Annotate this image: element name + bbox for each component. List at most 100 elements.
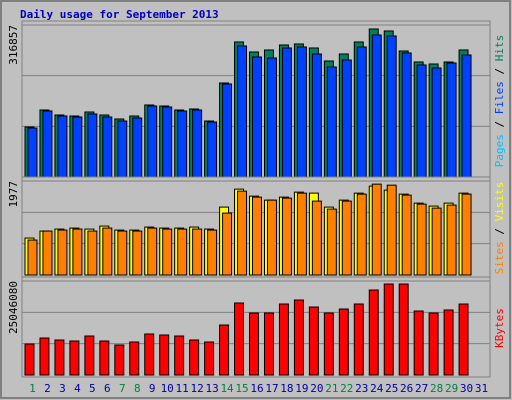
bar bbox=[356, 193, 367, 276]
bar bbox=[69, 340, 80, 376]
x-tick-label: 3 bbox=[59, 382, 66, 395]
bar bbox=[27, 239, 38, 276]
bar bbox=[207, 121, 218, 178]
bar bbox=[189, 339, 200, 376]
bar bbox=[368, 289, 379, 376]
bar bbox=[293, 299, 304, 376]
x-tick-label: 27 bbox=[415, 382, 428, 395]
bar bbox=[237, 190, 248, 276]
x-tick-label: 11 bbox=[176, 382, 189, 395]
bar bbox=[278, 303, 289, 376]
x-tick-label: 2 bbox=[44, 382, 51, 395]
bar bbox=[446, 204, 457, 276]
bar bbox=[39, 337, 50, 376]
bar bbox=[252, 196, 262, 276]
bar bbox=[54, 339, 65, 376]
legend-entry: KBytes bbox=[493, 308, 506, 348]
bar bbox=[222, 212, 233, 276]
y-tick-label: 25046080 bbox=[7, 281, 20, 334]
x-tick-label: 18 bbox=[280, 382, 293, 395]
bar bbox=[263, 312, 274, 376]
bar bbox=[117, 120, 128, 178]
bar bbox=[296, 46, 307, 178]
bar bbox=[87, 230, 98, 276]
bar bbox=[296, 192, 307, 276]
bar bbox=[237, 45, 248, 178]
bar bbox=[57, 115, 68, 178]
x-tick-label: 1 bbox=[29, 382, 36, 395]
bar bbox=[341, 200, 352, 276]
bar bbox=[428, 312, 439, 376]
bar bbox=[416, 203, 427, 276]
bar bbox=[147, 105, 158, 178]
bar bbox=[308, 306, 319, 376]
legend-entry: Sites bbox=[493, 241, 506, 274]
bar bbox=[102, 116, 113, 178]
bar bbox=[401, 194, 412, 276]
bar bbox=[338, 308, 349, 376]
legend-separator: / bbox=[493, 221, 506, 241]
x-tick-label: 5 bbox=[89, 382, 96, 395]
bar bbox=[431, 207, 442, 276]
bar bbox=[159, 334, 170, 376]
legend-entry: Pages bbox=[493, 134, 506, 167]
legend: Sites / Visits bbox=[493, 182, 506, 275]
bar bbox=[371, 183, 382, 276]
bar bbox=[281, 47, 292, 178]
y-tick-label: 1977 bbox=[7, 181, 20, 208]
bar bbox=[219, 324, 230, 376]
x-tick-label: 29 bbox=[445, 382, 458, 395]
x-tick-label: 12 bbox=[191, 382, 204, 395]
bar bbox=[401, 52, 412, 178]
bar bbox=[144, 333, 155, 376]
x-tick-label: 20 bbox=[310, 382, 323, 395]
bar bbox=[147, 227, 158, 276]
bar bbox=[353, 303, 364, 376]
bar bbox=[42, 230, 53, 276]
bar bbox=[431, 67, 442, 178]
bar bbox=[102, 227, 113, 276]
bar bbox=[416, 64, 427, 178]
bar bbox=[192, 109, 203, 178]
bar bbox=[27, 127, 38, 178]
x-tick-label: 6 bbox=[104, 382, 111, 395]
bar bbox=[413, 310, 424, 376]
bar bbox=[132, 230, 143, 276]
bar bbox=[117, 230, 128, 276]
x-tick-label: 24 bbox=[370, 382, 384, 395]
bar bbox=[266, 199, 277, 276]
bar bbox=[443, 309, 454, 376]
x-tick-label: 8 bbox=[134, 382, 141, 395]
bar bbox=[323, 312, 334, 376]
x-tick-label: 14 bbox=[220, 382, 234, 395]
bar bbox=[383, 283, 394, 376]
bar bbox=[129, 341, 140, 376]
x-tick-label: 30 bbox=[460, 382, 473, 395]
bar bbox=[177, 110, 188, 178]
legend: KBytes bbox=[493, 308, 506, 348]
bar bbox=[326, 208, 337, 276]
bar bbox=[446, 62, 457, 178]
bar bbox=[461, 54, 472, 178]
bar bbox=[386, 184, 397, 276]
legend-entry: Visits bbox=[493, 182, 506, 222]
x-tick-label: 21 bbox=[325, 382, 338, 395]
bar bbox=[311, 200, 322, 276]
bar bbox=[326, 66, 337, 178]
bar bbox=[207, 229, 218, 276]
bar bbox=[87, 113, 98, 178]
x-tick-label: 9 bbox=[149, 382, 156, 395]
bar bbox=[234, 302, 245, 376]
chart-title: Daily usage for September 2013 bbox=[20, 8, 219, 21]
legend-separator: / bbox=[493, 61, 506, 81]
bar bbox=[177, 228, 188, 276]
bar bbox=[72, 228, 83, 276]
bar bbox=[114, 344, 125, 376]
x-tick-label: 19 bbox=[295, 382, 308, 395]
x-tick-label: 17 bbox=[265, 382, 278, 395]
bar bbox=[174, 335, 185, 376]
bar bbox=[461, 193, 472, 276]
bar bbox=[266, 57, 277, 178]
